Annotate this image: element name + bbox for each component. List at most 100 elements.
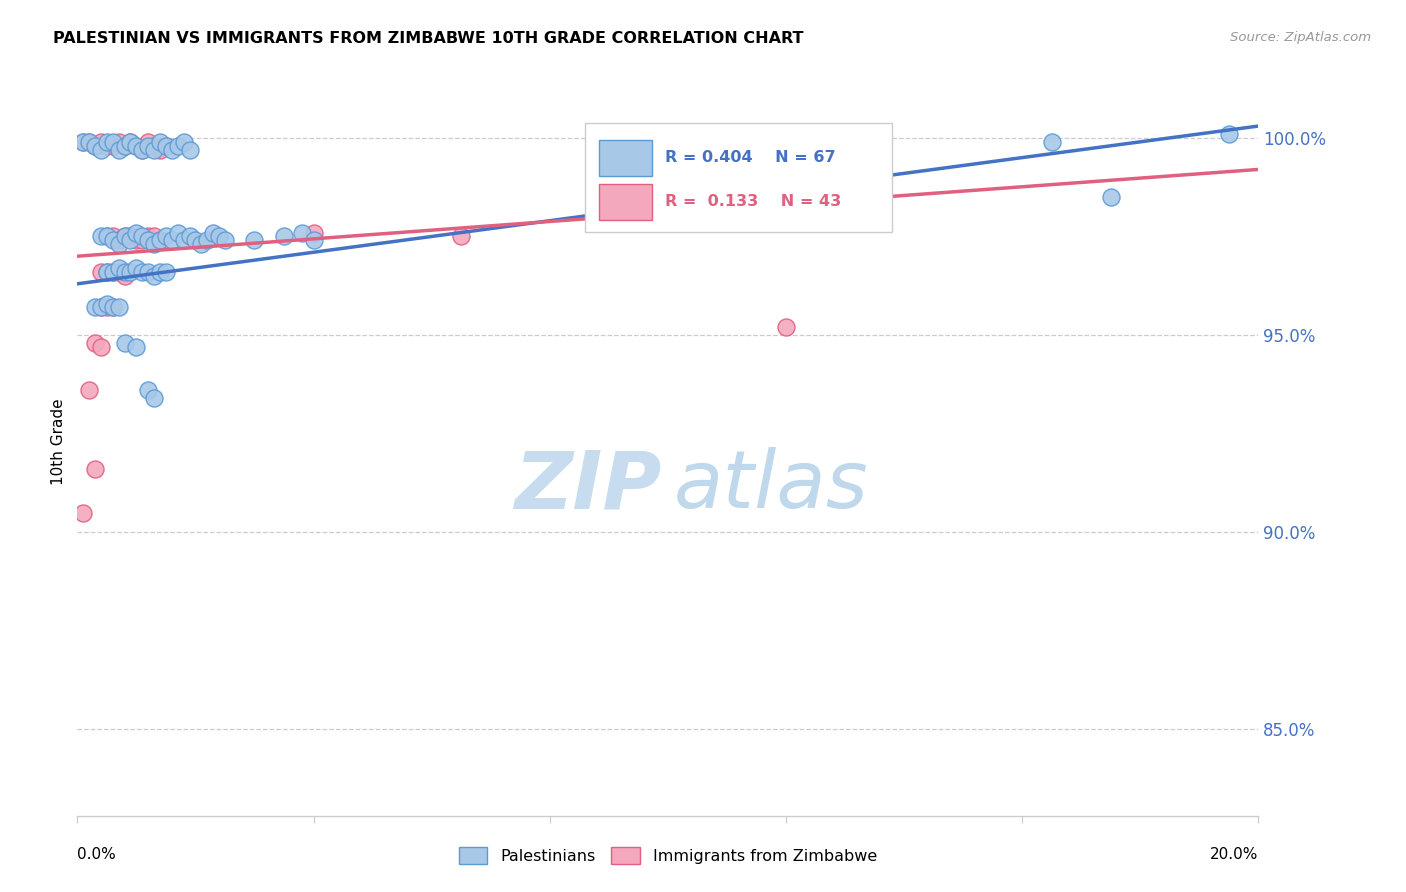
Point [125,138,148,153]
Point [125,260,148,275]
Point [120,135,142,149]
Point [160,234,183,248]
Point [101,265,124,279]
Point [114,138,136,153]
Point [136,229,159,244]
Point [84,335,107,350]
Text: Source: ZipAtlas.com: Source: ZipAtlas.com [1230,31,1371,45]
Point [114,138,136,153]
Point [1040,135,1063,149]
FancyBboxPatch shape [599,184,652,219]
Point [101,229,124,244]
Point [125,340,148,354]
Point [143,229,166,244]
Point [77,135,100,149]
Text: 20.0%: 20.0% [1211,847,1258,862]
Point [101,135,124,149]
Point [114,229,136,244]
Point [155,138,177,153]
Point [96,229,118,244]
Point [214,234,236,248]
Point [114,335,136,350]
Point [149,234,172,248]
Point [107,143,129,157]
Point [125,138,148,153]
Point [131,265,153,279]
Point [101,234,124,248]
Point [136,384,159,398]
Point [149,265,172,279]
Point [101,301,124,315]
Text: PALESTINIAN VS IMMIGRANTS FROM ZIMBABWE 10TH GRADE CORRELATION CHART: PALESTINIAN VS IMMIGRANTS FROM ZIMBABWE … [53,31,804,46]
Point [96,265,118,279]
Point [120,135,142,149]
Point [131,229,153,244]
Point [143,143,166,157]
Point [143,237,166,252]
Point [155,229,177,244]
Text: ZIP: ZIP [515,448,662,525]
Point [72,135,94,149]
Point [84,462,107,476]
Point [173,135,195,149]
Point [84,301,107,315]
Point [136,265,159,279]
Point [450,229,472,244]
Point [136,234,159,248]
Point [131,234,153,248]
Point [107,135,129,149]
Point [190,237,212,252]
Point [114,265,136,279]
Point [302,234,325,248]
Point [107,301,129,315]
Text: R = 0.404    N = 67: R = 0.404 N = 67 [665,150,837,165]
Point [273,229,295,244]
Point [149,143,172,157]
Point [143,391,166,405]
Point [96,135,118,149]
Point [149,234,172,248]
Point [90,340,112,354]
Point [90,143,112,157]
Point [131,143,153,157]
Point [90,135,112,149]
Point [834,170,856,185]
Point [302,226,325,240]
Point [96,296,118,310]
Point [96,138,118,153]
Point [107,260,129,275]
Text: R =  0.133    N = 43: R = 0.133 N = 43 [665,194,842,210]
Point [143,138,166,153]
Point [107,234,129,248]
Point [72,506,94,520]
Point [136,135,159,149]
Point [160,143,183,157]
Point [149,135,172,149]
FancyBboxPatch shape [585,123,893,232]
Point [96,301,118,315]
Point [90,265,112,279]
Point [120,234,142,248]
Point [77,384,100,398]
Point [166,138,188,153]
Point [195,234,218,248]
Point [96,265,118,279]
Point [101,138,124,153]
Point [131,143,153,157]
Point [775,320,797,334]
Point [72,135,94,149]
Point [173,234,195,248]
Point [202,226,225,240]
Point [114,229,136,244]
Text: 0.0%: 0.0% [77,847,117,862]
Point [208,229,231,244]
Point [84,138,107,153]
Point [77,135,100,149]
Point [101,301,124,315]
Point [166,226,188,240]
Point [120,229,142,244]
Point [243,234,266,248]
Point [136,138,159,153]
Point [291,226,314,240]
FancyBboxPatch shape [599,139,652,176]
